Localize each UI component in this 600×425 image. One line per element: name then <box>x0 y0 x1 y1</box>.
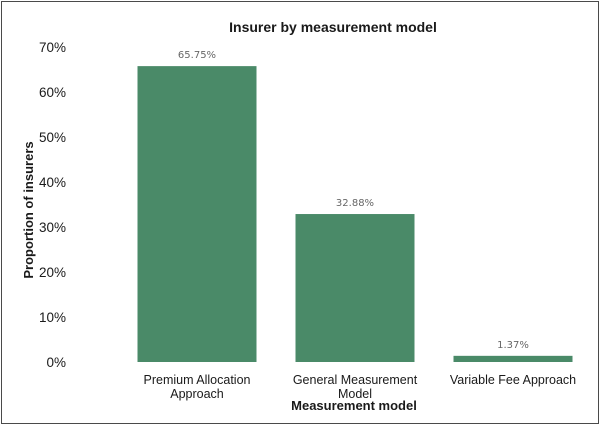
y-tick-label: 70% <box>39 40 66 55</box>
x-tick-label: Variable Fee Approach <box>450 373 576 387</box>
y-tick-label: 10% <box>39 310 66 325</box>
bar <box>137 66 257 362</box>
data-label: 65.75% <box>178 50 216 61</box>
y-tick-label: 40% <box>39 175 66 190</box>
bar <box>453 355 573 362</box>
bars <box>137 66 573 362</box>
y-axis-ticks: 0% 10% 20% 30% 40% 50% 60% 70% <box>39 40 66 370</box>
chart-title: Insurer by measurement model <box>229 19 437 35</box>
data-label: 1.37% <box>497 340 529 351</box>
data-label: 32.88% <box>336 198 374 209</box>
y-tick-label: 0% <box>46 355 66 370</box>
y-tick-label: 30% <box>39 220 66 235</box>
x-tick-label: General Measurement <box>293 373 418 387</box>
x-tick-label: Model <box>338 387 372 401</box>
x-tick-label: Approach <box>170 387 224 401</box>
y-tick-label: 50% <box>39 130 66 145</box>
y-tick-label: 20% <box>39 265 66 280</box>
data-labels: 65.75% 32.88% 1.37% <box>178 50 529 351</box>
y-axis-label: Proportion of insurers <box>21 141 36 278</box>
y-tick-label: 60% <box>39 85 66 100</box>
x-tick-label: Premium Allocation <box>144 373 251 387</box>
bar <box>295 214 415 362</box>
x-axis-label: Measurement model <box>291 398 417 413</box>
